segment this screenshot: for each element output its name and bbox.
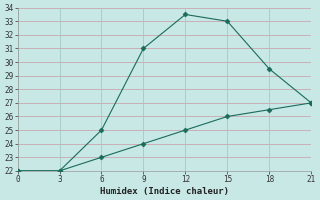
X-axis label: Humidex (Indice chaleur): Humidex (Indice chaleur) <box>100 187 229 196</box>
